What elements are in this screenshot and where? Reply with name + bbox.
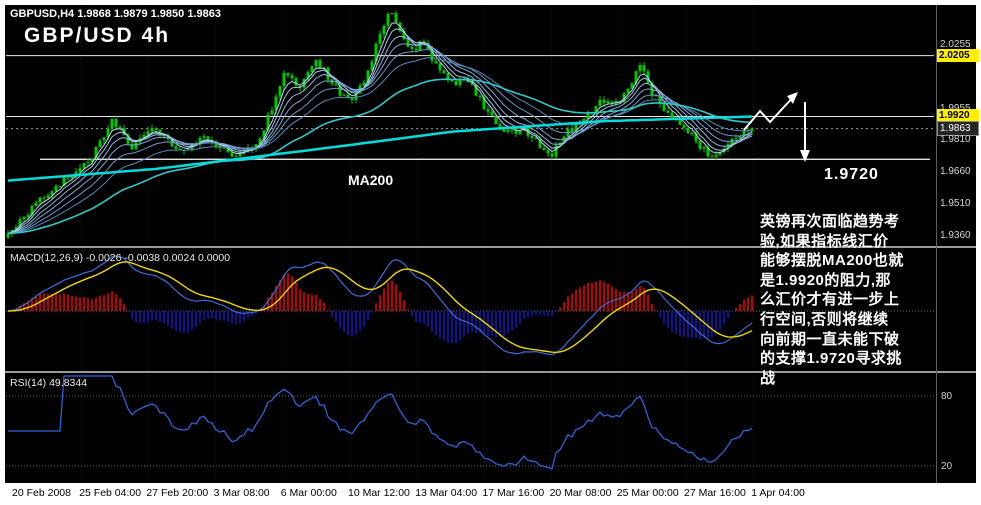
- price-axis-label: 2.0255: [940, 38, 971, 50]
- time-axis-label: 25 Mar 00:00: [616, 487, 679, 499]
- panel-separator[interactable]: [5, 371, 976, 373]
- current-price-tag: 1.9863: [937, 120, 979, 136]
- time-axis-label: 27 Mar 16:00: [684, 487, 746, 499]
- price-axis-label: 1.9360: [940, 230, 971, 242]
- rsi-indicator-label: RSI(14) 49.8344: [10, 377, 88, 389]
- time-axis-label: 6 Mar 00:00: [280, 487, 337, 499]
- chart-title: GBP/USD 4h: [24, 24, 171, 47]
- support-price-label: 1.9720: [824, 166, 879, 183]
- time-axis-label: 25 Feb 04:00: [79, 487, 142, 499]
- time-axis-label: 27 Feb 20:00: [146, 487, 209, 499]
- price-axis-label: 1.9660: [940, 166, 971, 178]
- price-axis-label: 1.9955: [940, 103, 971, 114]
- time-axis-label: 20 Feb 2008: [12, 487, 71, 499]
- rsi-level-label: 80: [941, 391, 953, 402]
- price-level-tag: 2.0205: [937, 48, 979, 62]
- time-axis-label: 1 Apr 04:00: [751, 487, 805, 499]
- macd-indicator-label: MACD(12,26,9) -0.0026 -0.0038 0.0024 0.0…: [10, 252, 231, 264]
- ma200-label: MA200: [348, 172, 394, 188]
- rsi-level-label: 20: [941, 461, 953, 472]
- time-axis-label: 10 Mar 12:00: [348, 487, 410, 499]
- time-axis-label: 3 Mar 08:00: [213, 487, 270, 499]
- price-axis-separator: [936, 5, 937, 483]
- analysis-annotation: 英镑再次面临趋势考 验,如果指标线汇价 能够摆脱MA200也就 是1.9920的…: [760, 213, 904, 387]
- panel-separator[interactable]: [5, 246, 976, 248]
- time-axis-label: 13 Mar 04:00: [415, 487, 478, 499]
- symbol-info: GBPUSD,H4 1.9868 1.9879 1.9850 1.9863: [10, 8, 221, 20]
- price-axis-label: 1.9510: [940, 198, 971, 210]
- time-axis-label: 17 Mar 16:00: [482, 487, 545, 499]
- chart-background: [5, 5, 976, 483]
- time-axis-label: 20 Mar 08:00: [549, 487, 612, 499]
- price-level-tag: 1.9920: [937, 109, 979, 123]
- price-axis-label: 1.9810: [940, 133, 971, 145]
- time-axis-strip: [0, 483, 981, 505]
